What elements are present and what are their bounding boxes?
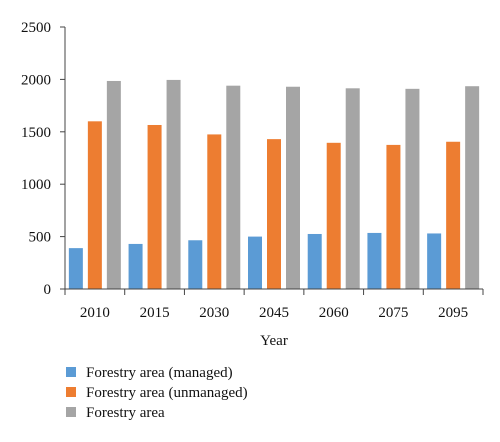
bar-total-2095 — [465, 86, 480, 289]
bar-unmanaged-2015 — [147, 124, 162, 289]
legend-label: Forestry area — [86, 405, 165, 421]
legend-swatch — [66, 367, 76, 377]
bar-unmanaged-2095 — [446, 141, 461, 289]
bar-unmanaged-2010 — [87, 121, 102, 289]
axes — [64, 27, 483, 290]
bar-managed-2060 — [307, 233, 322, 289]
y-tick-label: 1500 — [21, 125, 51, 141]
y-tick-label: 0 — [44, 282, 52, 298]
legend-swatch — [66, 407, 76, 417]
x-tick-label: 2015 — [140, 305, 170, 321]
bar-managed-2010 — [68, 248, 83, 289]
x-ticks: 2010 2015 2030 2045 2060 2075 2095 — [64, 289, 484, 321]
bar-managed-2015 — [128, 243, 143, 289]
legend: Forestry area (managed) Forestry area (un… — [66, 365, 248, 421]
bar-total-2075 — [405, 88, 420, 289]
y-tick-label: 500 — [29, 230, 52, 246]
x-tick-label: 2010 — [80, 305, 110, 321]
bar-unmanaged-2060 — [326, 142, 341, 289]
y-tick-label: 1000 — [21, 177, 51, 193]
x-tick-label: 2075 — [378, 305, 408, 321]
x-tick-label: 2030 — [199, 305, 229, 321]
bar-managed-2095 — [427, 233, 442, 289]
x-tick-label: 2095 — [438, 305, 468, 321]
x-tick-label: 2060 — [319, 305, 349, 321]
bar-total-2015 — [166, 79, 181, 289]
y-ticks: 0 500 1000 1500 2000 2500 — [21, 20, 65, 298]
bars — [68, 79, 480, 290]
bar-total-2045 — [286, 86, 300, 290]
x-axis-title: Year — [260, 333, 288, 349]
bar-total-2010 — [106, 80, 121, 289]
y-tick-label: 2500 — [21, 20, 51, 36]
bar-managed-2075 — [367, 232, 382, 289]
x-tick-label: 2045 — [259, 305, 289, 321]
legend-swatch — [66, 387, 76, 397]
bar-unmanaged-2075 — [386, 144, 401, 289]
legend-label: Forestry area (unmanaged) — [86, 385, 248, 401]
bar-unmanaged-2030 — [207, 134, 222, 289]
y-tick-label: 2000 — [21, 72, 51, 88]
legend-label: Forestry area (managed) — [86, 365, 233, 381]
bar-managed-2030 — [188, 240, 203, 289]
bar-unmanaged-2045 — [267, 139, 281, 289]
bar-managed-2045 — [248, 236, 262, 289]
bar-total-2030 — [226, 85, 241, 289]
bar-total-2060 — [345, 88, 360, 289]
